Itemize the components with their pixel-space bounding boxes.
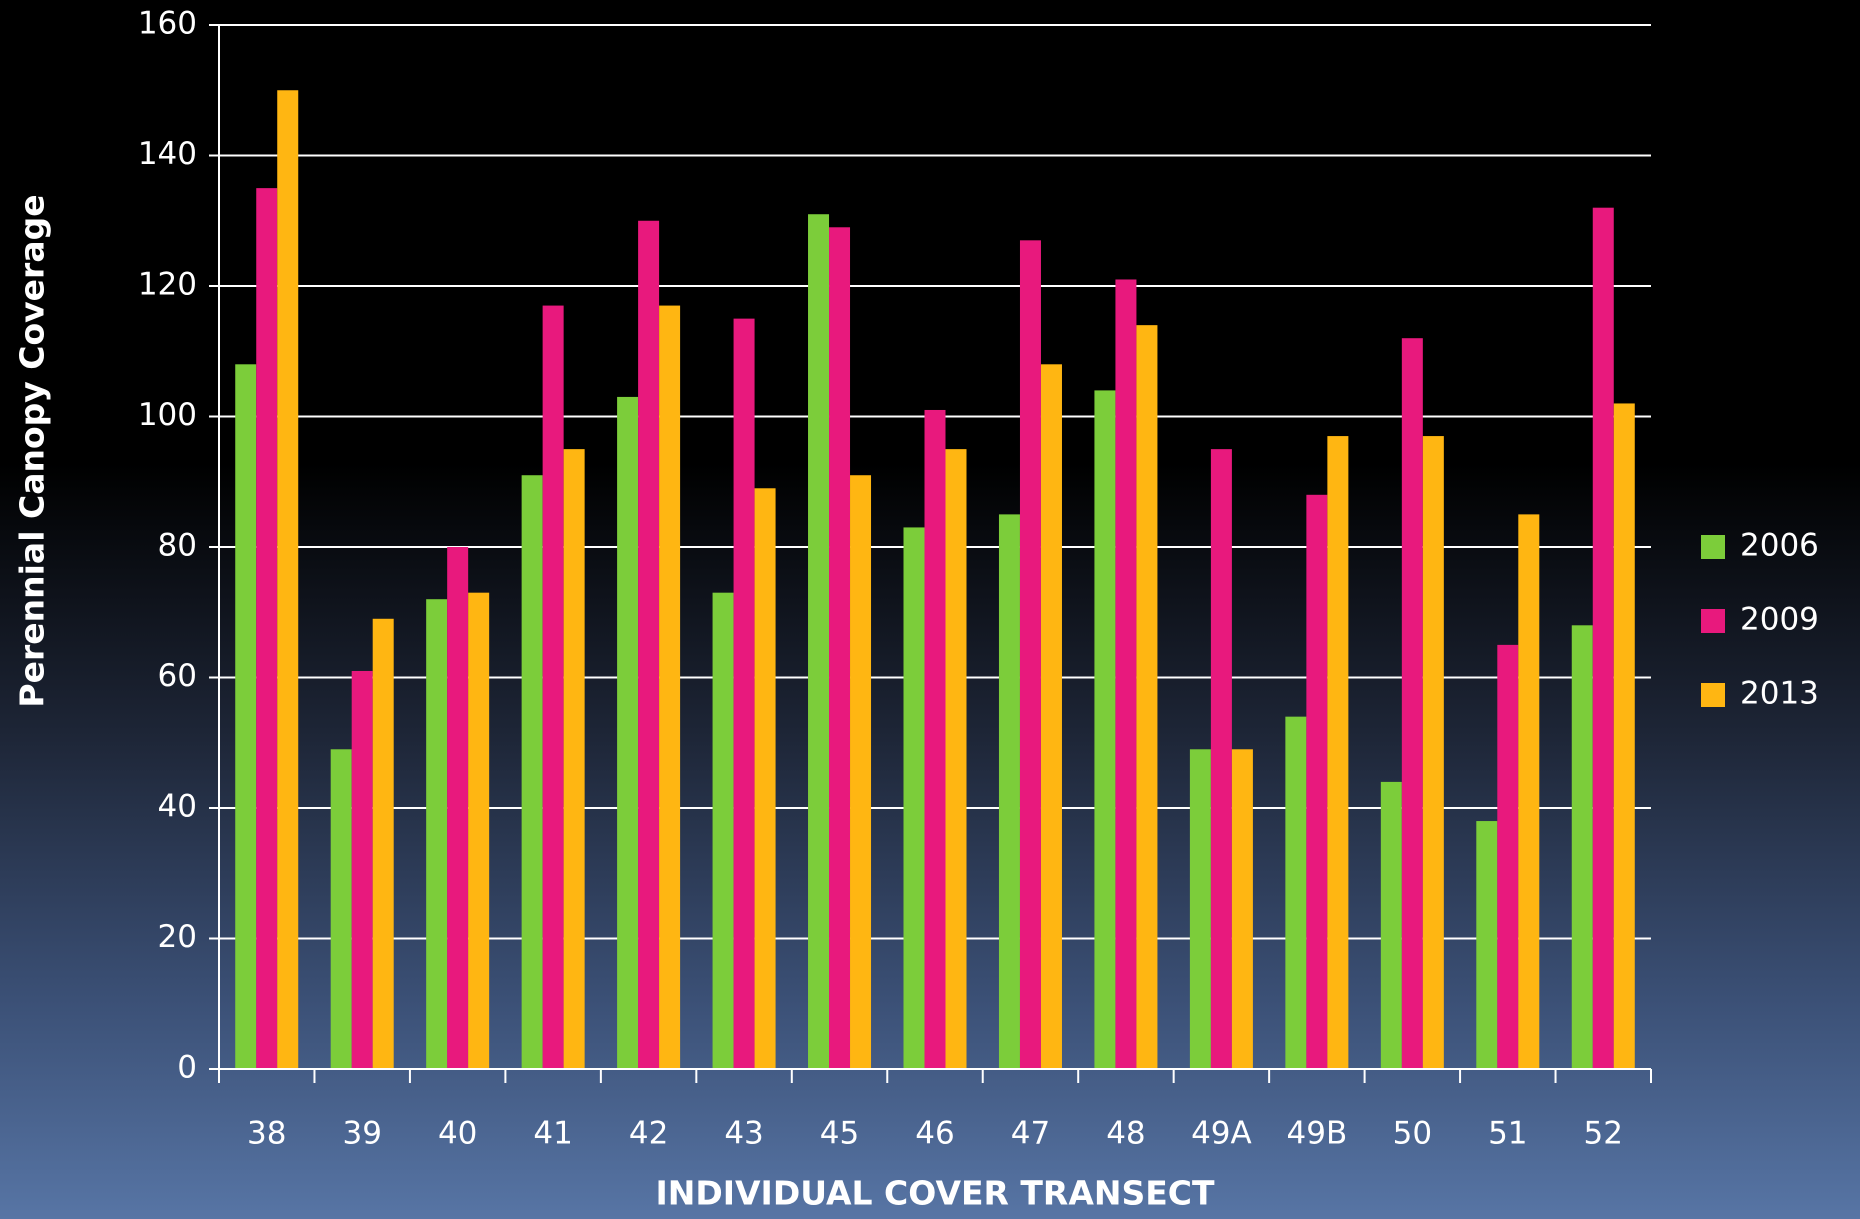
bar <box>1476 821 1498 1069</box>
bar <box>447 547 469 1069</box>
y-tick-label: 40 <box>158 789 197 825</box>
bar <box>468 592 490 1069</box>
bar <box>1189 749 1211 1069</box>
bar <box>1497 644 1519 1069</box>
x-tick-label: 42 <box>629 1116 668 1152</box>
bar <box>754 488 776 1069</box>
y-axis-title: Perennial Canopy Coverage <box>13 194 52 707</box>
bar <box>1115 279 1137 1070</box>
x-tick-label: 38 <box>247 1116 286 1152</box>
bar <box>235 364 257 1069</box>
bar <box>256 188 278 1069</box>
bar <box>351 670 373 1069</box>
bar <box>1094 390 1116 1069</box>
y-tick-label: 140 <box>138 136 197 172</box>
bar <box>1422 436 1444 1069</box>
bar <box>1380 781 1402 1069</box>
bar <box>924 409 946 1070</box>
x-tick-label: 46 <box>915 1116 954 1152</box>
bar <box>1401 338 1423 1069</box>
x-tick-label: 45 <box>820 1116 859 1152</box>
y-tick-label: 80 <box>158 528 197 564</box>
bar <box>563 449 585 1069</box>
legend-label: 2009 <box>1740 602 1819 638</box>
bar <box>426 599 448 1069</box>
x-tick-label: 47 <box>1011 1116 1050 1152</box>
legend-swatch <box>1701 609 1725 633</box>
bar <box>1019 240 1041 1069</box>
bar <box>1210 449 1232 1069</box>
bar <box>945 449 967 1069</box>
bar <box>998 514 1020 1069</box>
bar <box>1327 436 1349 1069</box>
bar <box>850 475 872 1070</box>
bar <box>638 220 660 1069</box>
bar <box>542 305 564 1069</box>
bar <box>617 396 639 1069</box>
y-tick-label: 60 <box>158 658 197 694</box>
x-tick-label: 52 <box>1584 1116 1623 1152</box>
y-tick-label: 120 <box>138 267 197 303</box>
bar <box>277 90 299 1069</box>
x-tick-label: 49B <box>1287 1116 1348 1152</box>
bar <box>829 227 851 1069</box>
bar <box>1285 716 1307 1069</box>
x-tick-label: 50 <box>1393 1116 1432 1152</box>
bar <box>712 592 734 1069</box>
bar <box>903 527 925 1069</box>
bar <box>1518 514 1540 1069</box>
bar <box>372 618 394 1069</box>
y-tick-label: 100 <box>138 397 197 433</box>
x-tick-label: 43 <box>724 1116 763 1152</box>
bar <box>1592 207 1614 1069</box>
x-tick-label: 40 <box>438 1116 477 1152</box>
legend-label: 2006 <box>1740 528 1819 564</box>
x-tick-label: 48 <box>1106 1116 1145 1152</box>
bar <box>1613 403 1635 1069</box>
legend-swatch <box>1701 683 1725 707</box>
y-tick-label: 20 <box>158 919 197 955</box>
x-tick-label: 41 <box>533 1116 572 1152</box>
bar <box>659 305 681 1069</box>
legend-label: 2013 <box>1740 676 1819 712</box>
legend-swatch <box>1701 535 1725 559</box>
y-tick-label: 0 <box>177 1050 197 1086</box>
bar <box>1136 325 1158 1069</box>
bar <box>733 318 755 1069</box>
bar <box>1571 625 1593 1069</box>
x-tick-label: 51 <box>1488 1116 1527 1152</box>
bar <box>1306 494 1328 1069</box>
x-tick-label: 39 <box>342 1116 381 1152</box>
x-tick-label: 49A <box>1191 1116 1252 1152</box>
bar <box>330 749 352 1069</box>
x-axis-title: INDIVIDUAL COVER TRANSECT <box>655 1174 1215 1213</box>
y-tick-label: 160 <box>138 6 197 42</box>
bar <box>1040 364 1062 1069</box>
bar <box>808 214 830 1070</box>
bar <box>521 475 543 1070</box>
bar <box>1231 749 1253 1069</box>
